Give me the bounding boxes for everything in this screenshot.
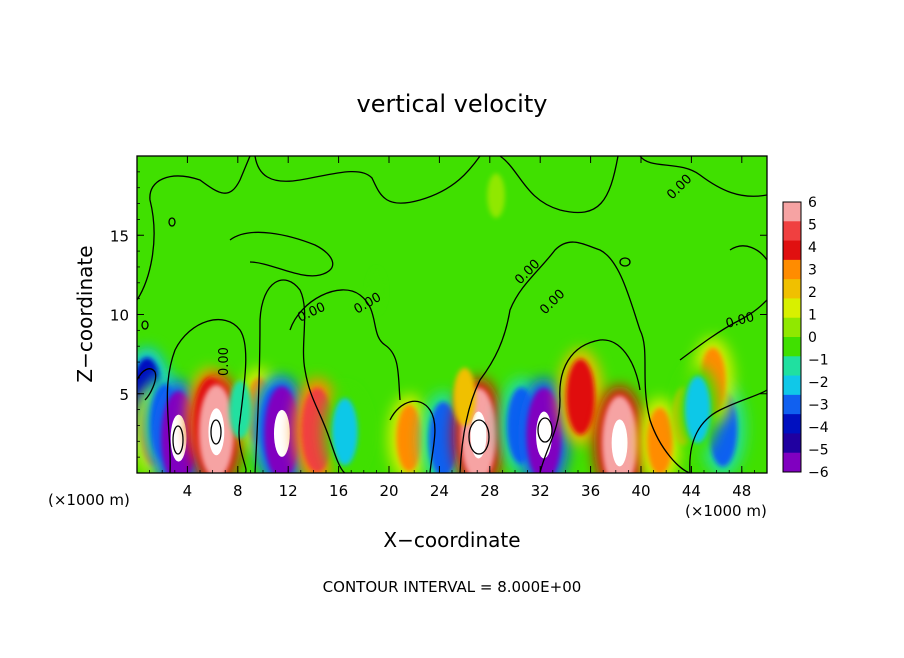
- colorbar-swatch: [783, 414, 801, 434]
- colorbar-label: 1: [808, 308, 817, 324]
- heatmap-cell: [428, 401, 458, 473]
- colorbar-swatch: [783, 337, 801, 357]
- contour-line: [254, 279, 346, 473]
- contour-ring: [172, 425, 184, 455]
- contour-line: [689, 389, 767, 473]
- x-tick-label: 24: [430, 482, 449, 500]
- contour-line: [137, 368, 157, 401]
- x-tick-label: 16: [329, 482, 348, 500]
- contour-label: 0.00: [724, 310, 756, 332]
- heatmap-peak: [273, 409, 290, 457]
- contour-label: 0.00: [217, 347, 232, 376]
- colorbar-label: 6: [808, 195, 817, 211]
- colorbar-swatch: [783, 356, 801, 377]
- colorbar-swatch: [783, 433, 801, 454]
- x-tick-label: 28: [480, 482, 499, 500]
- y-tick-label: 10: [110, 307, 129, 325]
- heatmap-cell: [229, 380, 252, 439]
- contour-ring: [537, 417, 553, 443]
- colorbar-swatch: [783, 452, 801, 473]
- heatmap-cell: [367, 268, 386, 313]
- colorbar-label: 0: [808, 330, 817, 346]
- chart-title: vertical velocity: [357, 90, 548, 118]
- y-tick-label: 5: [119, 386, 129, 404]
- x-tick-label: 20: [379, 482, 398, 500]
- colorbar-label: −3: [808, 398, 829, 414]
- contour-ring: [210, 419, 222, 445]
- contour-line: [137, 156, 251, 301]
- colorbar-swatch: [783, 221, 801, 242]
- colorbar-frame: [782, 201, 802, 473]
- x-tick-label: 8: [233, 482, 243, 500]
- x-unit-label-left: (×1000 m): [48, 491, 130, 509]
- contour-line: [679, 299, 767, 361]
- plot-area: 0.00 0.00 0.00 0.00 0.00 0.00 0.00 4 8 12 1…: [110, 155, 768, 500]
- heatmap-cell: [396, 404, 422, 472]
- contour-line: [539, 339, 641, 473]
- colorbar-label: −4: [808, 420, 829, 436]
- contour-line: [459, 241, 691, 473]
- colorbar-swatch: [783, 240, 801, 261]
- heatmap-cell: [487, 173, 505, 218]
- heatmap-cell: [647, 407, 673, 473]
- y-tick-label: 15: [110, 227, 129, 245]
- x-tick-label: 40: [631, 482, 650, 500]
- heatmap-cell: [566, 358, 595, 435]
- colorbar-label: 4: [808, 240, 817, 256]
- contour-ring: [141, 320, 149, 330]
- colorbar-label: 5: [808, 218, 817, 234]
- heatmap-peak: [611, 419, 628, 467]
- colorbar-label: −2: [808, 375, 829, 391]
- heatmap-cell: [453, 367, 476, 426]
- colorbar-label: −1: [808, 353, 829, 369]
- x-tick-label: 36: [581, 482, 600, 500]
- colorbar-label: 3: [808, 263, 817, 279]
- x-tick-label: 32: [531, 482, 550, 500]
- heatmap-peak: [470, 411, 487, 459]
- colorbar-swatch: [783, 202, 801, 222]
- contour-lines: [137, 156, 767, 473]
- contour-line: [639, 156, 767, 197]
- contour-line: [729, 245, 767, 261]
- colorbar-swatch: [783, 298, 801, 319]
- y-axis-label: Z−coordinate: [73, 245, 97, 382]
- y-axis: 5 10 15: [110, 155, 767, 474]
- x-tick-label: 4: [183, 482, 193, 500]
- contour-ring: [619, 257, 631, 267]
- heatmap-peak: [536, 411, 552, 459]
- colorbar: 6 5 4 3 2 1 0 −1 −2 −3 −4 −5 −6: [782, 195, 829, 481]
- heatmap-peak: [208, 408, 225, 456]
- colorbar-swatch: [783, 279, 801, 299]
- contour-ring: [168, 217, 176, 227]
- colorbar-label: 2: [808, 285, 817, 301]
- contour-line: [254, 156, 481, 204]
- contour-interval-note: CONTOUR INTERVAL = 8.000E+00: [323, 578, 582, 596]
- colorbar-label: −6: [808, 465, 829, 481]
- contour-line: [389, 400, 436, 473]
- colorbar-swatch: [783, 394, 801, 415]
- heatmap-cell: [301, 387, 334, 473]
- colorbar-swatch: [783, 317, 801, 338]
- x-axis-label: X−coordinate: [383, 528, 520, 552]
- x-tick-label: 12: [279, 482, 298, 500]
- x-tick-label: 48: [732, 482, 751, 500]
- contour-ring: [468, 419, 490, 455]
- colorbar-swatch: [783, 375, 801, 396]
- colorbar-label: −5: [808, 443, 829, 459]
- heatmap-field: [137, 173, 746, 473]
- contour-line: [229, 231, 334, 277]
- x-axis: 4 8 12 16 20 24 28 32 36 40 44 48: [136, 156, 768, 500]
- colorbar-swatch: [783, 259, 801, 280]
- heatmap-cell: [332, 398, 358, 466]
- contour-line: [499, 156, 619, 214]
- heatmap-cell: [684, 376, 711, 444]
- x-unit-label-right: (×1000 m): [685, 502, 767, 520]
- x-tick-label: 44: [682, 482, 701, 500]
- contour-line: [166, 319, 247, 473]
- contour-line: [289, 289, 401, 401]
